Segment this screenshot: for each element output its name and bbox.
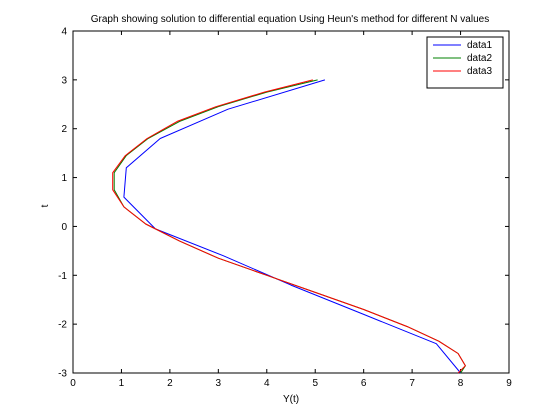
y-tick-label: 4	[61, 27, 67, 38]
x-tick-label: 4	[264, 378, 270, 389]
y-tick-label: -2	[58, 320, 67, 331]
x-axis: 0 1 2 3 4 5 6 7 8 9	[70, 31, 512, 389]
x-tick-label: 2	[167, 378, 173, 389]
y-tick-label: -1	[58, 271, 67, 282]
x-tick-label: 6	[361, 378, 367, 389]
y-tick-label: 3	[61, 75, 67, 86]
x-tick-label: 1	[119, 378, 125, 389]
series-line-data3	[112, 79, 466, 374]
x-tick-label: 5	[312, 378, 318, 389]
x-tick-label: 0	[70, 378, 76, 389]
y-tick-label: 2	[61, 124, 67, 135]
y-axis: -3 -2 -1 0 1 2 3 4	[58, 27, 509, 380]
x-tick-label: 3	[216, 378, 222, 389]
chart-title: Graph showing solution to differential e…	[91, 14, 489, 25]
series-lines	[112, 79, 466, 374]
x-tick-label: 7	[409, 378, 415, 389]
y-tick-label: 0	[61, 222, 67, 233]
x-tick-label: 9	[506, 378, 512, 389]
legend-label: data3	[467, 66, 492, 77]
x-tick-label: 8	[458, 378, 464, 389]
x-axis-label: Y(t)	[283, 394, 299, 405]
y-axis-label: t	[40, 204, 51, 207]
legend-label: data1	[467, 40, 492, 51]
y-tick-label: 1	[61, 173, 67, 184]
legend-label: data2	[467, 53, 492, 64]
legend: data1 data2 data3	[426, 36, 504, 89]
y-tick-label: -3	[58, 369, 67, 380]
